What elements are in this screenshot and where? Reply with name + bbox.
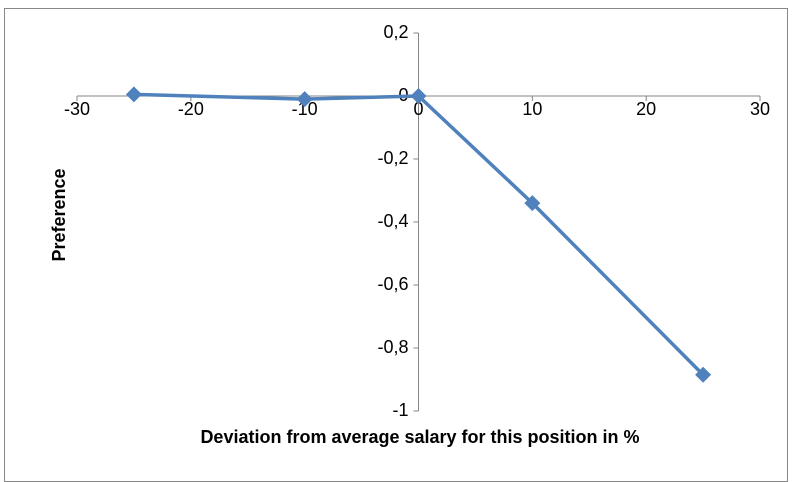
data-point xyxy=(524,195,541,212)
x-tick-label: 20 xyxy=(636,99,656,119)
x-axis-title: Deviation from average salary for this p… xyxy=(200,427,639,447)
x-tick-label: -10 xyxy=(292,99,318,119)
y-tick-label: -0,4 xyxy=(377,211,408,231)
data-point xyxy=(410,88,427,104)
x-tick-label: 10 xyxy=(522,99,542,119)
y-tick-label: -0,6 xyxy=(377,274,408,294)
x-tick-label: 30 xyxy=(750,99,770,119)
x-tick-label: 0 xyxy=(413,99,423,119)
x-tick-label: -30 xyxy=(64,99,90,119)
y-tick-label: -0,2 xyxy=(377,148,408,168)
y-axis-title: Preference xyxy=(49,168,69,261)
y-tick-label: -0,8 xyxy=(377,337,408,357)
data-point xyxy=(296,91,313,108)
y-tick-label: 0,2 xyxy=(383,22,408,42)
data-point xyxy=(125,86,142,103)
y-tick-label: -1 xyxy=(392,400,408,420)
data-point xyxy=(695,366,712,383)
x-tick-label: -20 xyxy=(178,99,204,119)
